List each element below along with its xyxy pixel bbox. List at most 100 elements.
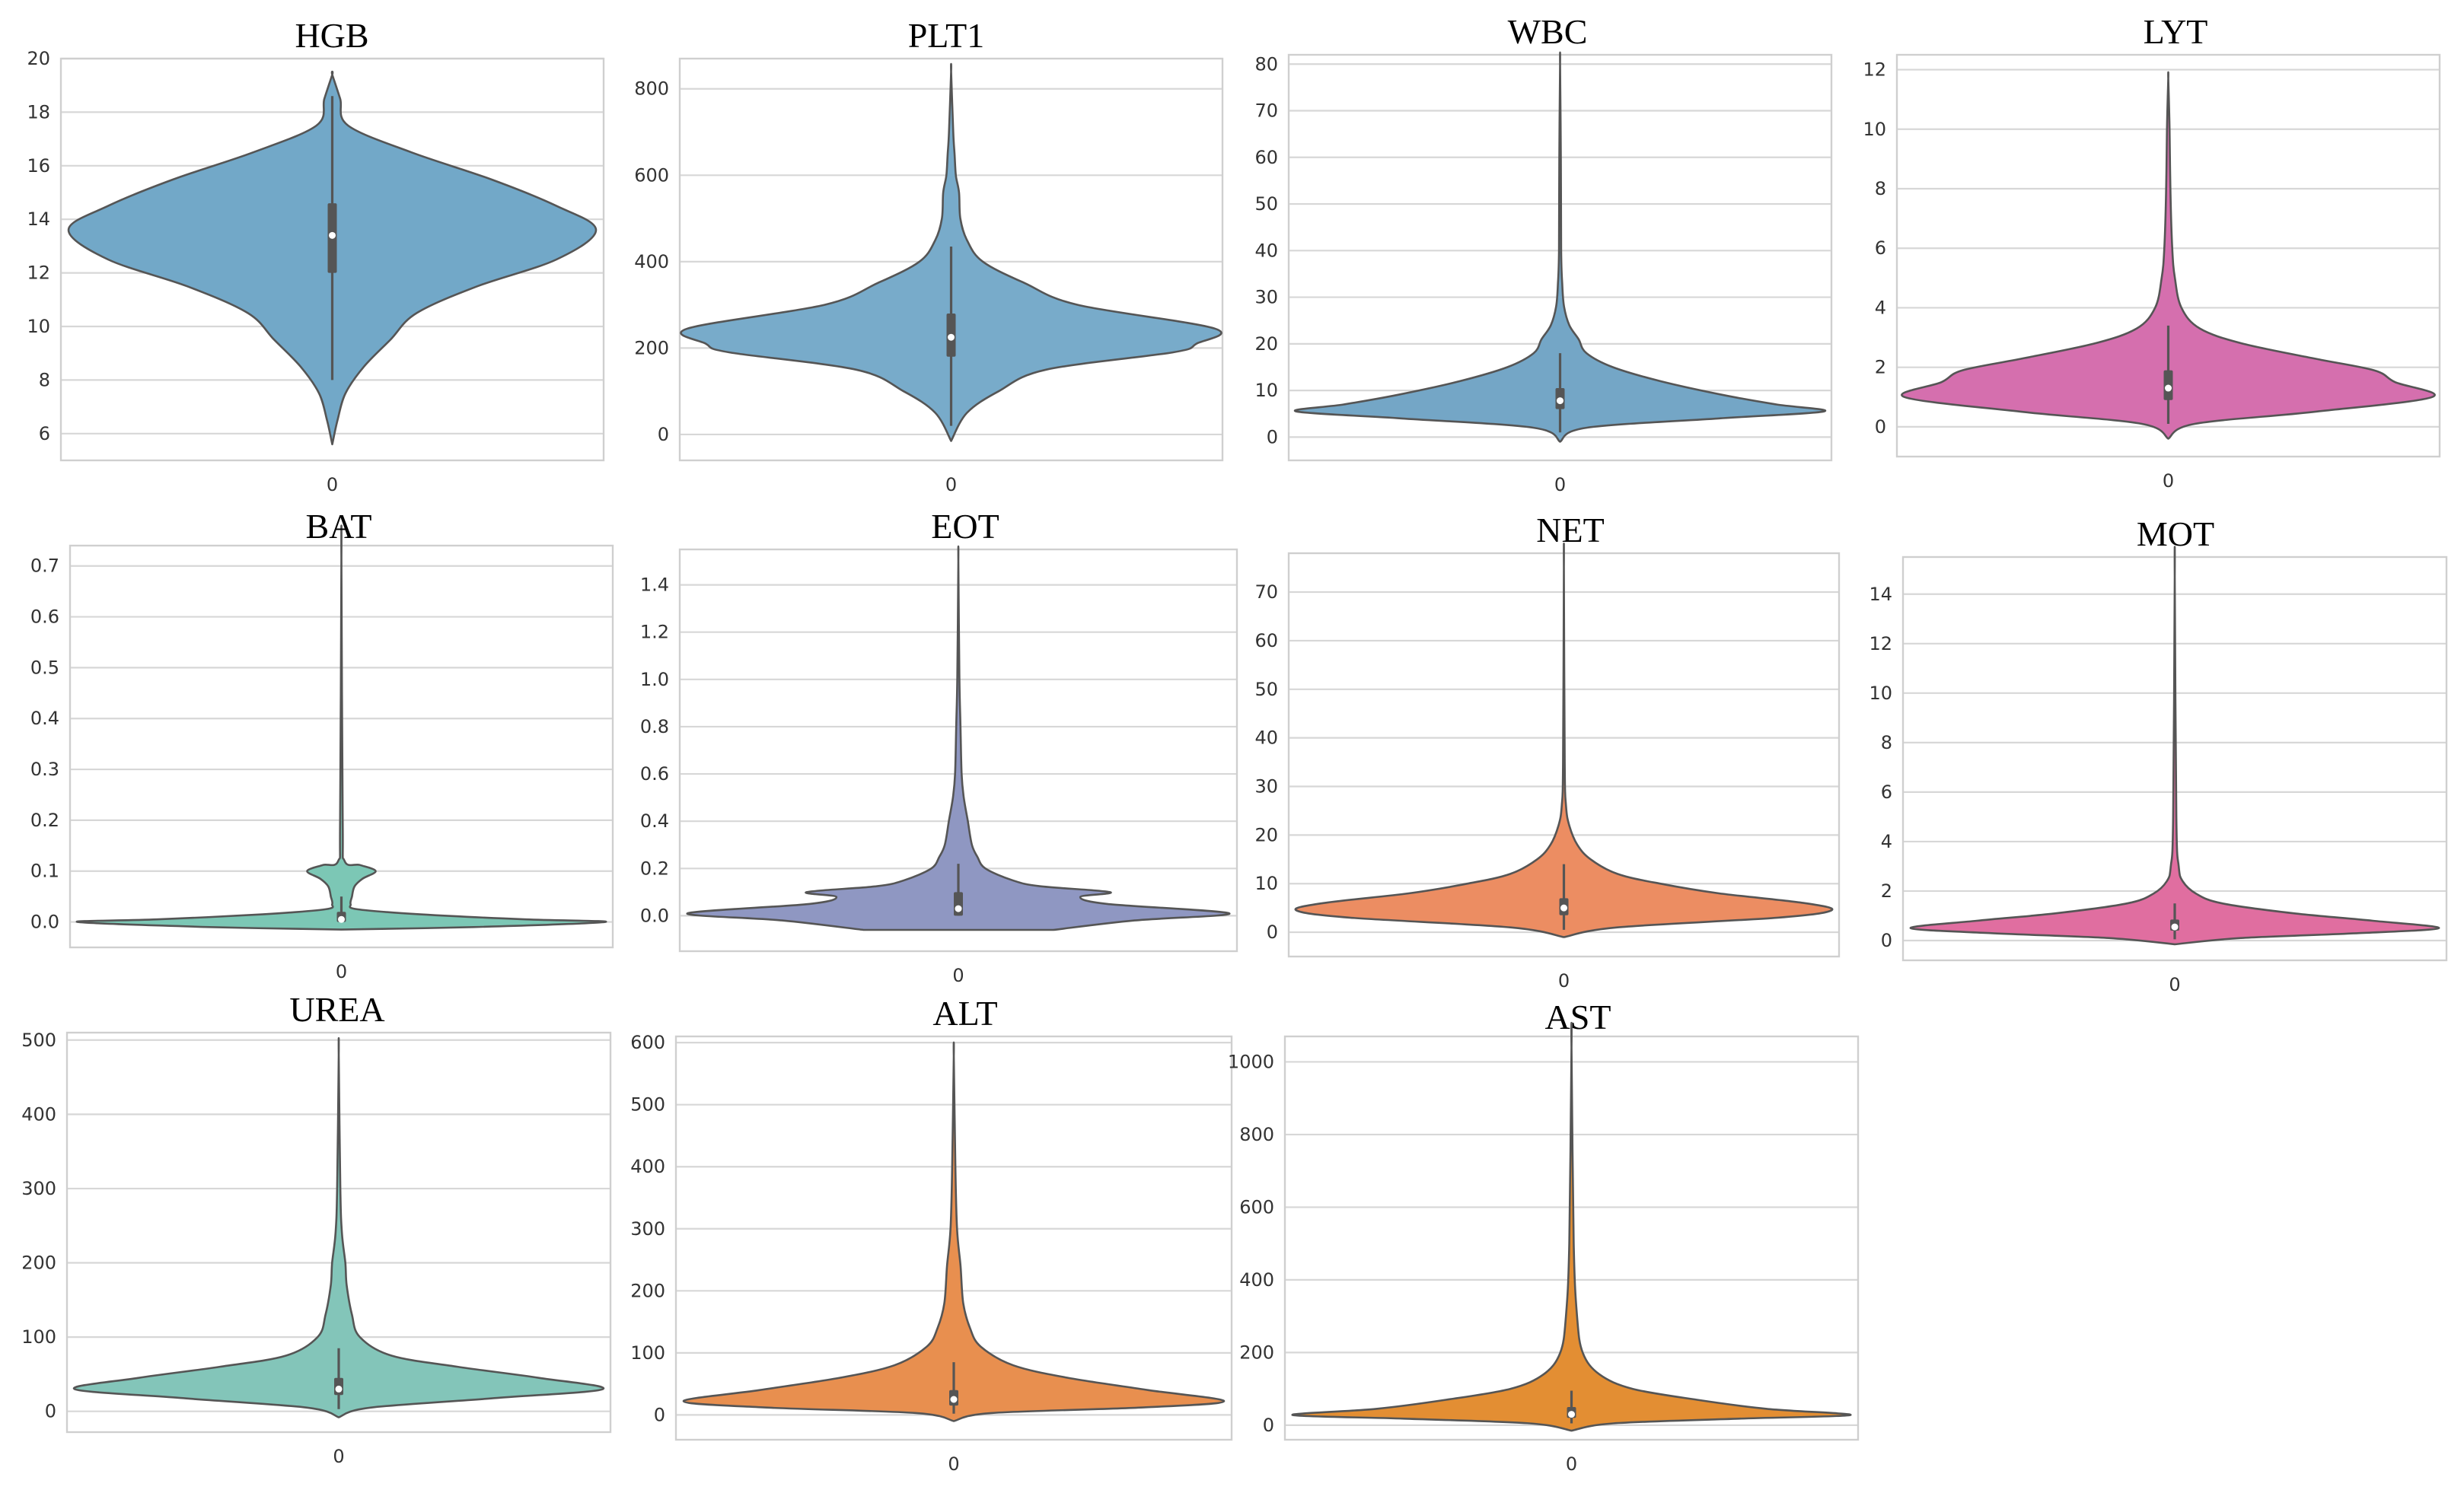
y-tick-label: 0.5 xyxy=(30,657,59,678)
axes-frame xyxy=(678,57,1224,462)
median-point xyxy=(338,915,345,923)
violin-panel-net: 0 10 20 30 40 50 60 70 0 NET xyxy=(1254,511,1841,992)
y-tick-label: 600 xyxy=(630,1032,665,1053)
y-tick-label: 400 xyxy=(21,1103,56,1125)
chart-title: LYT xyxy=(2144,12,2208,51)
violin-body xyxy=(75,524,607,931)
y-tick-label: 200 xyxy=(21,1253,56,1274)
x-tick-label: 0 xyxy=(1554,474,1566,495)
y-tick-label: 500 xyxy=(630,1094,665,1116)
violin-body xyxy=(1901,71,2436,440)
y-tick-label: 0.3 xyxy=(30,759,59,780)
x-tick-label: 0 xyxy=(952,965,964,986)
y-tick-label: 400 xyxy=(1239,1269,1274,1291)
x-tick-label: 0 xyxy=(333,1446,344,1467)
violin-panel-ast: 0 200 400 600 800 1000 0 AST xyxy=(1228,998,1860,1475)
y-tick-label: 10 xyxy=(1254,380,1278,401)
y-tick-label: 0.6 xyxy=(30,606,59,628)
y-tick-label: 0.7 xyxy=(30,555,59,577)
y-tick-label: 0.4 xyxy=(640,810,669,832)
y-tick-label: 30 xyxy=(1254,287,1278,308)
y-tick-label: 0 xyxy=(1263,1415,1274,1436)
y-tick-label: 18 xyxy=(27,101,50,123)
median-point xyxy=(2165,384,2172,392)
y-tick-label: 100 xyxy=(630,1342,665,1364)
y-tick-label: 4 xyxy=(1875,297,1886,318)
chart-title: HGB xyxy=(295,16,368,55)
y-tick-label: 30 xyxy=(1254,776,1278,797)
y-tick-label: 14 xyxy=(1869,584,1892,605)
iqr-box xyxy=(954,892,963,916)
y-tick-label: 70 xyxy=(1254,100,1278,122)
median-point xyxy=(955,905,962,912)
axes-frame xyxy=(59,57,605,462)
chart-title: AST xyxy=(1545,998,1611,1036)
chart-title: WBC xyxy=(1508,12,1588,51)
median-point xyxy=(329,231,336,239)
y-tick-label: 50 xyxy=(1254,193,1278,215)
violin-body xyxy=(1294,542,1834,938)
y-tick-label: 1000 xyxy=(1228,1051,1274,1072)
y-tick-label: 2 xyxy=(1875,357,1886,378)
y-tick-label: 0 xyxy=(1881,930,1892,951)
y-tick-label: 1.0 xyxy=(640,669,669,690)
chart-title: PLT1 xyxy=(908,16,985,55)
y-tick-label: 0.0 xyxy=(640,905,669,926)
chart-title: EOT xyxy=(931,507,999,546)
x-tick-label: 0 xyxy=(1566,1453,1577,1475)
violin-panel-urea: 0 100 200 300 400 500 0 UREA xyxy=(21,990,612,1467)
axes-frame xyxy=(65,1031,612,1434)
x-tick-label: 0 xyxy=(2163,470,2174,492)
y-tick-label: 1.2 xyxy=(640,622,669,643)
y-tick-label: 0.6 xyxy=(640,763,669,785)
y-tick-label: 10 xyxy=(27,316,50,337)
chart-title: BAT xyxy=(306,507,372,546)
violin-body xyxy=(1293,51,1827,443)
median-point xyxy=(1560,904,1567,912)
y-tick-label: 60 xyxy=(1254,630,1278,651)
median-point xyxy=(1568,1411,1575,1418)
x-tick-label: 0 xyxy=(1558,970,1570,992)
x-tick-label: 0 xyxy=(948,1453,959,1475)
y-tick-label: 400 xyxy=(630,1156,665,1177)
violin-panel-mot: 0 2 4 6 8 10 12 14 0 MOT xyxy=(1869,514,2448,995)
y-tick-label: 70 xyxy=(1254,581,1278,603)
y-tick-label: 10 xyxy=(1863,119,1886,140)
violin-body xyxy=(72,1037,605,1418)
median-point xyxy=(948,333,955,341)
y-tick-label: 12 xyxy=(1869,633,1892,654)
chart-title: ALT xyxy=(932,994,997,1033)
violin-panel-wbc: 0 10 20 30 40 50 60 70 80 0 WBC xyxy=(1254,12,1833,495)
median-point xyxy=(335,1385,343,1393)
y-tick-label: 0 xyxy=(1267,426,1278,447)
y-tick-label: 0.4 xyxy=(30,708,59,729)
axes-frame xyxy=(674,1035,1233,1441)
y-tick-label: 0.8 xyxy=(640,716,669,737)
y-tick-label: 12 xyxy=(1863,59,1886,81)
y-tick-label: 0.2 xyxy=(640,858,669,879)
y-tick-label: 8 xyxy=(1881,732,1892,753)
violin-panel-eot: 0.0 0.2 0.4 0.6 0.8 1.0 1.2 1.4 0 EOT xyxy=(640,507,1238,986)
y-tick-label: 4 xyxy=(1881,831,1892,852)
y-tick-label: 6 xyxy=(1875,237,1886,259)
y-tick-label: 800 xyxy=(634,78,669,100)
y-tick-label: 20 xyxy=(1254,333,1278,355)
violin-body xyxy=(1291,1021,1852,1432)
y-tick-label: 10 xyxy=(1869,683,1892,704)
y-tick-label: 600 xyxy=(1239,1196,1274,1218)
y-tick-label: 800 xyxy=(1239,1124,1274,1145)
y-tick-label: 2 xyxy=(1881,880,1892,902)
y-tick-label: 200 xyxy=(634,337,669,358)
violin-panel-lyt: 0 2 4 6 8 10 12 0 LYT xyxy=(1863,12,2441,492)
y-tick-label: 10 xyxy=(1254,873,1278,894)
violin-panel-plt1: 0 200 400 600 800 0 PLT1 xyxy=(634,16,1224,495)
y-tick-label: 0 xyxy=(654,1404,665,1425)
y-tick-label: 0 xyxy=(658,424,669,445)
y-tick-label: 80 xyxy=(1254,53,1278,75)
violin-body xyxy=(1909,546,2440,946)
y-tick-label: 200 xyxy=(630,1280,665,1301)
chart-title: NET xyxy=(1536,511,1604,549)
y-tick-label: 20 xyxy=(1254,824,1278,845)
y-tick-label: 400 xyxy=(634,251,669,272)
